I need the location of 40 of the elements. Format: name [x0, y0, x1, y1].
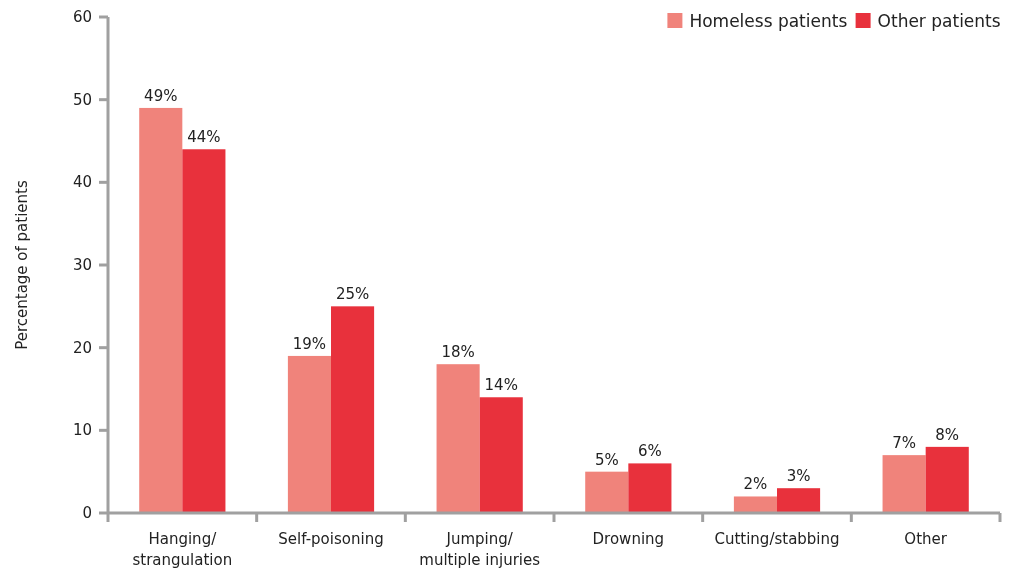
y-tick-label: 20 — [72, 338, 92, 357]
x-tick-label: Hanging/ strangulation — [132, 530, 233, 569]
y-tick-label: 50 — [72, 90, 92, 109]
legend-label: Other patients — [877, 11, 1001, 31]
y-tick-label: 0 — [82, 504, 92, 522]
bar — [733, 496, 777, 513]
data-label: 5% — [594, 450, 619, 469]
y-axis-title: Percentage of patients — [13, 180, 31, 350]
bar — [182, 149, 226, 513]
data-label: 19% — [292, 334, 327, 353]
data-label: 14% — [484, 376, 518, 395]
bar — [777, 488, 821, 513]
bar — [585, 471, 629, 513]
bar — [479, 397, 523, 513]
data-label: 2% — [743, 475, 768, 494]
bar — [925, 446, 969, 513]
data-label: 18% — [441, 343, 475, 362]
bar — [287, 355, 331, 513]
bar — [436, 364, 480, 513]
data-label: 6% — [637, 442, 662, 461]
data-label: 3% — [786, 467, 811, 486]
y-tick-label: 10 — [72, 421, 92, 440]
x-tick-label: Cutting/stabbing — [714, 530, 840, 548]
data-label: 49% — [144, 86, 178, 105]
data-label: 8% — [935, 425, 960, 444]
y-tick-label: 60 — [72, 8, 92, 26]
x-tick-label: Self-poisoning — [278, 530, 384, 548]
y-tick-label: 40 — [72, 173, 92, 192]
bar — [139, 107, 183, 513]
legend-label: Homeless patients — [689, 11, 848, 31]
bar — [628, 463, 672, 513]
bar — [882, 455, 926, 513]
data-label: 25% — [335, 285, 370, 304]
bar — [331, 306, 375, 513]
data-label: 44% — [187, 128, 221, 147]
x-tick-label: Jumping/ multiple injuries — [419, 530, 541, 569]
x-tick-label: Other — [904, 530, 948, 548]
data-label: 7% — [892, 434, 917, 453]
x-tick-label: Drowning — [592, 530, 665, 548]
y-tick-label: 30 — [72, 256, 92, 274]
